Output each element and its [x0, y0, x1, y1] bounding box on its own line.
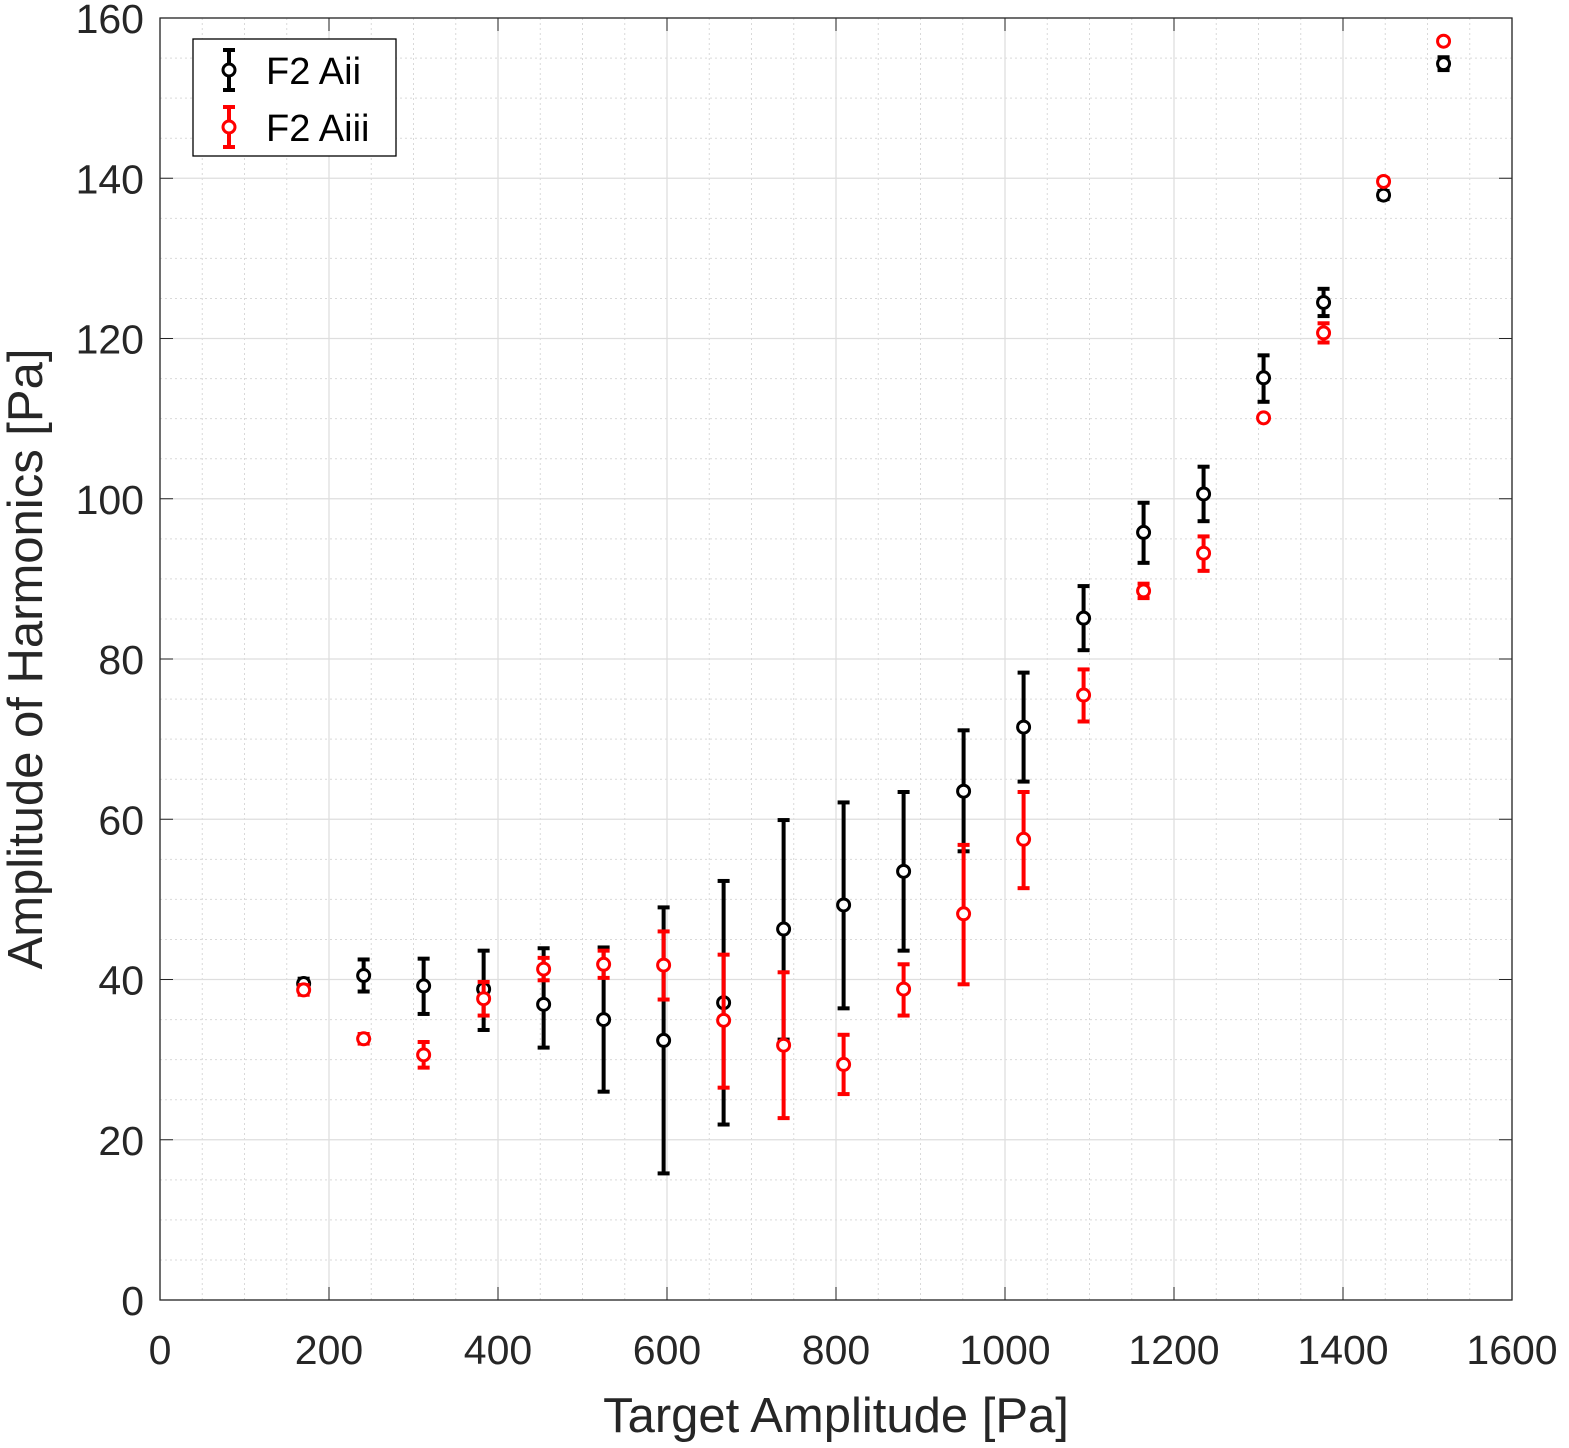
x-tick-label: 0 — [149, 1327, 172, 1373]
x-axis-tick-labels: 0 200 400 600 800 1000 1200 1400 1600 — [149, 1327, 1558, 1373]
y-tick-label: 20 — [98, 1118, 144, 1164]
data-point — [956, 783, 972, 799]
y-axis-tick-labels: 0 20 40 60 80 100 120 140 160 — [76, 0, 144, 1324]
data-point — [1016, 719, 1032, 735]
x-tick-label: 1200 — [1128, 1327, 1219, 1373]
data-point — [956, 906, 972, 922]
x-tick-label: 200 — [295, 1327, 363, 1373]
y-tick-label: 40 — [98, 958, 144, 1004]
y-tick-label: 100 — [76, 477, 144, 523]
data-point — [1016, 831, 1032, 847]
data-point — [1196, 486, 1212, 502]
data-point — [1076, 610, 1092, 626]
legend-box — [192, 38, 397, 157]
data-point — [296, 982, 312, 998]
y-tick-label: 160 — [76, 0, 144, 42]
data-point — [1196, 545, 1212, 561]
data-point — [596, 1012, 612, 1028]
legend-label: F2 Aii — [266, 51, 361, 93]
series-0 — [296, 55, 1452, 1176]
y-tick-label: 120 — [76, 317, 144, 363]
data-point — [536, 996, 552, 1012]
data-point — [1136, 524, 1152, 540]
x-tick-label: 600 — [633, 1327, 701, 1373]
x-tick-label: 1400 — [1297, 1327, 1388, 1373]
series-layer — [296, 33, 1452, 1176]
data-point — [1076, 687, 1092, 703]
x-axis-ticks — [159, 18, 1513, 1300]
data-point — [1376, 173, 1392, 189]
legend: F2 Aii F2 Aiii — [192, 38, 397, 157]
y-tick-label: 140 — [76, 156, 144, 202]
data-point — [776, 921, 792, 937]
legend-marker — [221, 62, 237, 78]
y-tick-label: 80 — [98, 637, 144, 683]
legend-marker — [221, 119, 237, 135]
x-tick-label: 1600 — [1466, 1327, 1557, 1373]
series-1 — [296, 33, 1452, 1121]
data-point — [656, 1032, 672, 1048]
legend-entry-f2-aiii: F2 Aiii — [221, 105, 369, 150]
data-point — [356, 967, 372, 983]
legend-entry-f2-aii: F2 Aii — [221, 48, 361, 93]
data-point — [1316, 294, 1332, 310]
data-point — [596, 956, 612, 972]
data-point — [716, 1012, 732, 1028]
data-point — [836, 1056, 852, 1072]
data-point — [656, 957, 672, 973]
x-tick-label: 800 — [802, 1327, 870, 1373]
x-axis-title: Target Amplitude [Pa] — [603, 1389, 1069, 1443]
y-tick-label: 60 — [98, 797, 144, 843]
y-tick-label: 0 — [121, 1278, 144, 1324]
data-point — [416, 1047, 432, 1063]
data-point — [1256, 370, 1272, 386]
y-axis-title: Amplitude of Harmonics [Pa] — [0, 349, 53, 970]
data-point — [776, 1037, 792, 1053]
data-point — [536, 961, 552, 977]
data-point — [1316, 325, 1332, 341]
data-point — [896, 981, 912, 997]
data-point — [1436, 33, 1452, 49]
data-point — [836, 897, 852, 913]
x-tick-label: 400 — [464, 1327, 532, 1373]
data-point — [416, 978, 432, 994]
data-point — [1376, 187, 1392, 203]
y-axis-ticks — [160, 17, 1512, 1301]
data-point — [1436, 56, 1452, 72]
data-point — [1256, 410, 1272, 426]
data-point — [476, 991, 492, 1007]
legend-label: F2 Aiii — [266, 108, 369, 150]
data-point — [896, 863, 912, 879]
data-point — [356, 1031, 372, 1047]
x-tick-label: 1000 — [959, 1327, 1050, 1373]
data-point — [1136, 583, 1152, 599]
